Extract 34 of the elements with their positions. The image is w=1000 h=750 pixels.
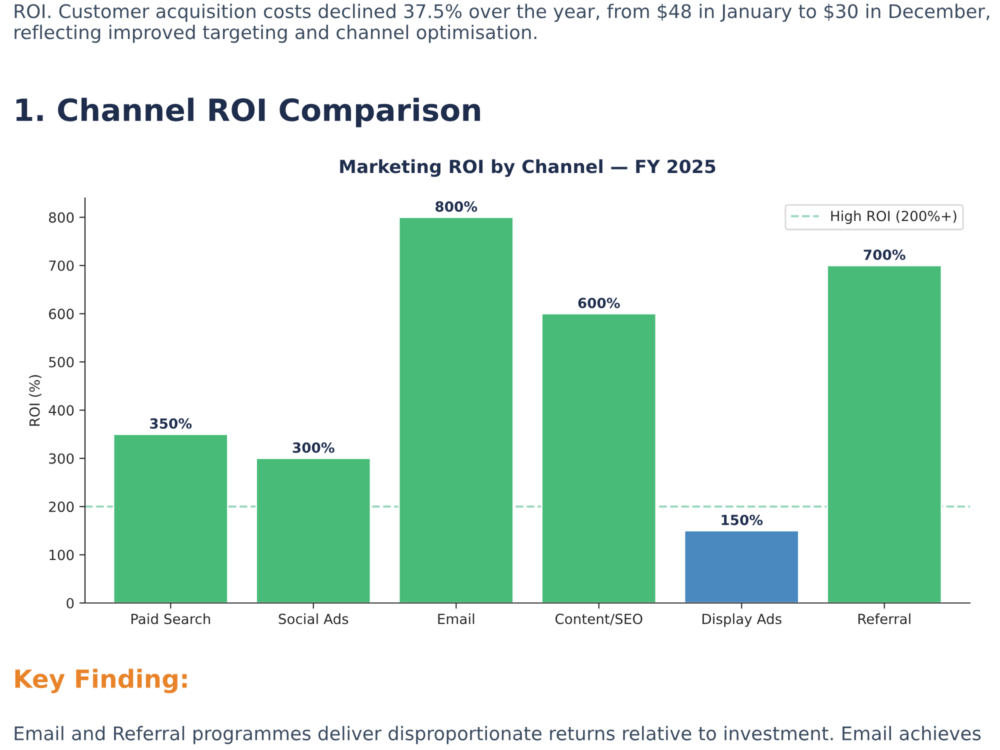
y-tick-label: 800 <box>49 212 74 223</box>
y-tick-label: 600 <box>49 308 74 320</box>
x-tick-label: Paid Search <box>131 613 210 624</box>
y-tick-label: 0 <box>66 598 74 608</box>
text: Email and Referral programmes deliver disproportionate returns relative to investment. Email achieves <box>14 726 981 744</box>
bar <box>112 434 228 603</box>
text: ROI. Customer acquisition costs declined 37.5% over the year, from $48 in January to $30 in December, reflecting improved targeting and channel optimisation. <box>14 4 990 43</box>
x-tick-label: Content/SEO <box>555 614 642 626</box>
bar <box>684 530 800 603</box>
y-tick-label: 400 <box>48 405 74 416</box>
bar <box>398 216 514 603</box>
data-label: 600% <box>578 298 620 308</box>
bar <box>256 458 372 603</box>
y-tick-label: 200 <box>49 502 74 512</box>
y-tick-label: 300 <box>49 453 74 464</box>
data-label: 350% <box>150 418 192 429</box>
bar <box>826 264 942 603</box>
chart-title: Marketing ROI by Channel — FY 2025 <box>340 159 716 177</box>
x-tick-label: Referral <box>858 613 910 624</box>
x-tick-label: Social Ads <box>278 613 348 624</box>
y-tick-label: 500 <box>49 356 74 368</box>
x-tick-label: Display Ads <box>702 613 782 627</box>
bar <box>541 313 657 603</box>
text: 1. Channel ROI Comparison <box>16 98 480 128</box>
data-label: 700% <box>864 250 906 260</box>
x-tick-label: Email <box>438 613 474 624</box>
y-tick-label: 100 <box>50 550 74 560</box>
y-tick-label: 700 <box>49 260 74 271</box>
data-label: 150% <box>722 514 763 526</box>
data-label: 800% <box>436 201 478 212</box>
legend-label: High ROI (200%+) <box>831 210 956 224</box>
y-axis-title: ROI (%) <box>29 375 42 426</box>
data-label: 300% <box>292 442 334 453</box>
text: Key Finding: <box>15 668 187 694</box>
